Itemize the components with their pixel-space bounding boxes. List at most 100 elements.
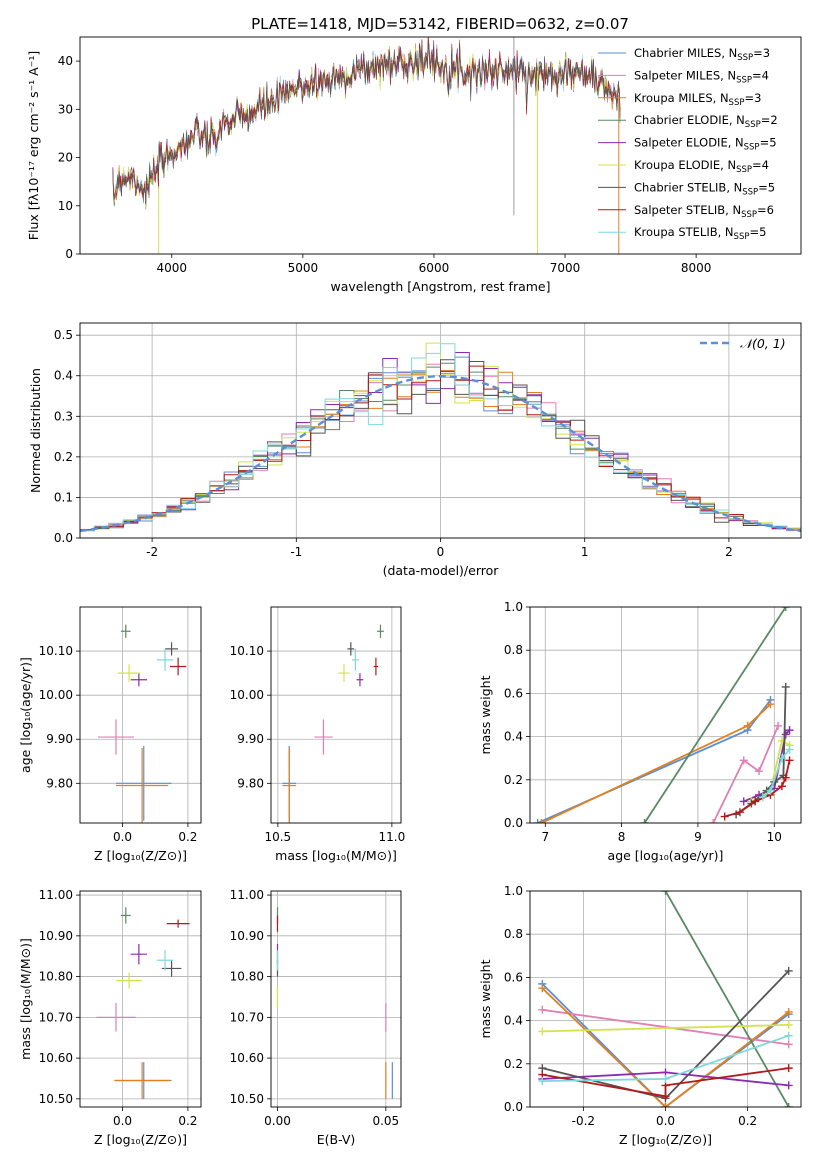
x-axis-label: (data-model)/error [383, 563, 500, 578]
marker-chabrier_elodie [640, 819, 649, 823]
y-axis-label: age [log₁₀(age/yr)] [18, 657, 33, 773]
spectrum-chabrier_stelib [112, 42, 621, 205]
marker-salpeter_stelib [751, 797, 760, 806]
y-tick-label: 10.10 [230, 644, 264, 658]
y-tick-label: 10.50 [230, 1092, 264, 1106]
x-axis-label: Z [log₁₀(Z/Z⊙)] [619, 1132, 712, 1147]
legend-label-kroupa_elodie: Kroupa ELODIE, NSSP=4 [634, 158, 769, 175]
series-kroupa_stelib [762, 749, 791, 798]
legend-label-kroupa_miles: Kroupa MILES, NSSP=3 [634, 91, 761, 108]
z_vs_mass-panel: 0.0 0.2 10.50 10.60 10.70 10.80 10.90 11.00 Z [l… [18, 888, 202, 1147]
y-tick-label: 9.80 [237, 776, 264, 790]
y-axis-label: mass weight [478, 675, 493, 754]
marker-kroupa_miles [538, 984, 547, 993]
legend-label-kroupa_stelib: Kroupa STELIB, NSSP=5 [634, 225, 766, 242]
y-tick-label: 10.70 [39, 1010, 73, 1024]
legend-normal-label: 𝒩(0, 1) [740, 336, 786, 351]
z_vs_age-panel: 0.0 0.2 9.80 9.90 10.00 10.10 Z [log₁₀(Z/Z⊙)] a… [18, 606, 202, 863]
marker-salpeter_stelib [661, 1092, 670, 1101]
y-tick-label: 0.8 [504, 643, 523, 657]
marker-salpeter_elodie [739, 797, 748, 806]
x-axis-label: E(B-V) [317, 1132, 356, 1147]
x-tick-label: 10 [767, 830, 782, 844]
y-tick-label: 9.90 [237, 732, 264, 746]
legend-label-salpeter_elodie: Salpeter ELODIE, NSSP=5 [634, 136, 777, 153]
marker-chabrier_stelib [781, 682, 790, 691]
y-tick-label: 0.6 [504, 686, 523, 700]
y-tick-label: 1.0 [504, 884, 523, 898]
y-tick-label: 20 [58, 151, 73, 165]
y-tick-label: 10.80 [230, 970, 264, 984]
y-tick-label: 0.3 [54, 409, 73, 423]
marker-salpeter_miles [538, 1005, 547, 1014]
y-tick-label: 0 [65, 247, 73, 261]
marker-chabrier_miles [533, 819, 542, 823]
x-tick-label: 0.0 [113, 1114, 132, 1128]
y-tick-label: 10.60 [39, 1051, 73, 1065]
y-tick-label: 10 [58, 199, 73, 213]
y-tick-label: 1.0 [504, 600, 523, 614]
marker-kroupa_stelib [785, 745, 794, 754]
x-tick-label: 2 [725, 545, 733, 559]
mass_vs_age-panel: 10.5 11.0 9.80 9.90 10.00 10.10 mass [log₁₀(M/… [230, 606, 405, 863]
legend-label-chabrier_miles: Chabrier MILES, NSSP=3 [634, 46, 770, 63]
y-tick-label: 0.4 [504, 1014, 523, 1028]
histogram-kroupa_stelib [80, 343, 801, 532]
series-kroupa_miles [541, 987, 790, 1107]
x-tick-label: 0.2 [178, 830, 197, 844]
series-salpeter_miles [712, 725, 779, 823]
marker-salpeter_miles [709, 819, 718, 823]
marker-salpeter_miles [784, 1040, 793, 1049]
marker-kroupa_miles [661, 1103, 670, 1107]
y-tick-label: 9.80 [46, 776, 73, 790]
axes-frame [270, 606, 402, 824]
marker-salpeter_stelib [720, 812, 729, 821]
y-tick-label: 10.00 [230, 688, 264, 702]
y-tick-label: 30 [58, 102, 73, 116]
y-tick-label: 10.90 [39, 929, 73, 943]
spectrum-lines [112, 37, 621, 254]
y-tick-label: 10.70 [230, 1010, 264, 1024]
x-tick-label: 1 [581, 545, 589, 559]
mass_vs_age-points [282, 624, 384, 823]
normal-curve [80, 374, 801, 533]
spectrum-salpeter_stelib [112, 37, 621, 203]
x-tick-label: 8 [618, 830, 626, 844]
x-axis-label: Z [log₁₀(Z/Z⊙)] [94, 848, 187, 863]
marker-kroupa_stelib [538, 1077, 547, 1086]
plot-layer: 4000 5000 6000 7000 8000010203040wavelength … [18, 36, 802, 1147]
series-salpeter_stelib [542, 1067, 789, 1098]
x-tick-label: -1 [290, 545, 302, 559]
axes-frame [79, 606, 202, 824]
marker-kroupa_elodie [784, 1020, 793, 1029]
marker-salpeter_miles [774, 721, 783, 730]
marker-salpeter_stelib [784, 1064, 793, 1073]
marker-kroupa_stelib [766, 786, 775, 795]
y-tick-label: 0.4 [504, 730, 523, 744]
marker-kroupa_stelib [784, 1031, 793, 1040]
x-axis-label: Z [log₁₀(Z/Z⊙)] [94, 1132, 187, 1147]
x-axis-label: mass [log₁₀(M/M⊙)] [275, 848, 397, 863]
y-tick-label: 9.90 [46, 732, 73, 746]
ebv_vs_mass-panel: 0.00 0.05 10.50 10.60 10.70 10.80 10.90 11.00 E(… [230, 888, 402, 1147]
marker-salpeter_stelib [735, 808, 744, 817]
x-tick-label: 6000 [419, 261, 450, 275]
x-tick-label: 0 [437, 545, 445, 559]
spectrum-panel: 4000 5000 6000 7000 8000 0 10 20 30 40 wavelength … [26, 36, 802, 294]
axes-frame [529, 890, 802, 1108]
marker-kroupa_miles [537, 819, 546, 823]
y-tick-label: 10.10 [39, 644, 73, 658]
marker-salpeter_stelib [777, 782, 786, 791]
marker-salpeter_elodie [781, 730, 790, 739]
legend-label-chabrier_stelib: Chabrier STELIB, NSSP=5 [634, 180, 775, 197]
y-tick-label: 0.8 [504, 927, 523, 941]
y-axis-label: mass [log₁₀(M/M⊙)] [18, 938, 33, 1060]
y-tick-label: 10.00 [39, 688, 73, 702]
series-kroupa_elodie [542, 1024, 789, 1033]
x-axis-label: wavelength [Angstrom, rest frame] [330, 279, 550, 294]
age_vs_weight-panel: 7 8 9 10 0.0 0.2 0.4 0.6 0.8 1.0 age [log₁₀(age/yr… [478, 600, 802, 863]
x-tick-label: 0.2 [178, 1114, 197, 1128]
y-axis-label: mass weight [478, 959, 493, 1038]
y-tick-label: 0.2 [504, 1057, 523, 1071]
